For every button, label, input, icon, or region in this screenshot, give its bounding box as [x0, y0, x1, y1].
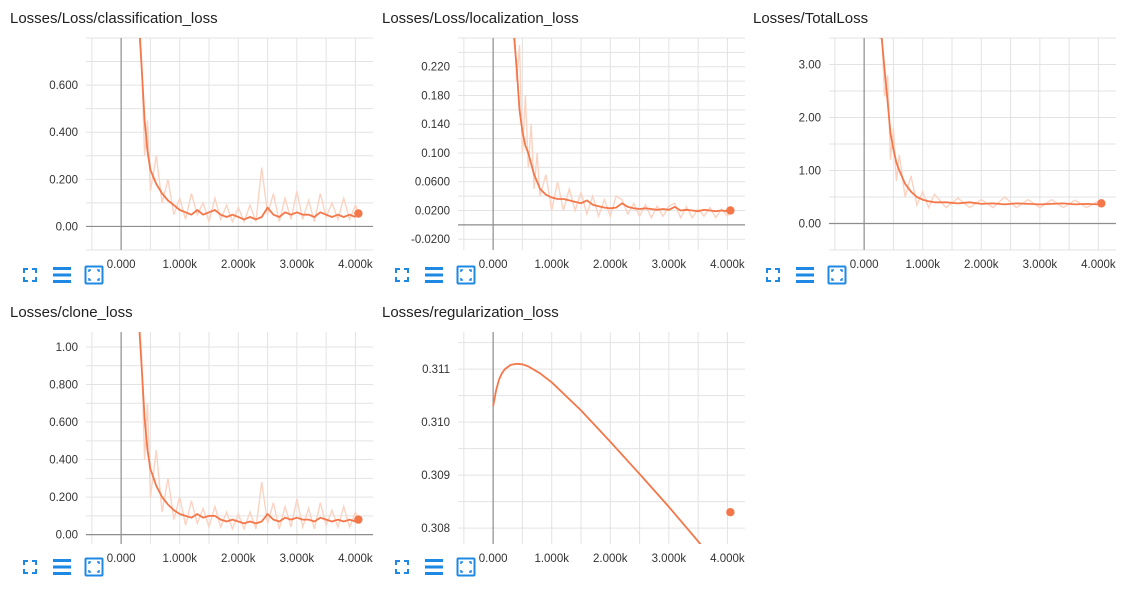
- x-tick-label: 2.000k: [221, 553, 256, 565]
- x-tick-label: 0.000: [850, 259, 879, 271]
- x-tick-label: 3.000k: [1023, 259, 1058, 271]
- last-point-marker[interactable]: [354, 515, 363, 524]
- gridlines: [458, 332, 745, 544]
- fit-domain-icon[interactable]: [82, 264, 106, 286]
- gridlines: [829, 37, 1116, 251]
- chart-plot[interactable]: 0.00 1.00 2.00 3.00 0.000 1.000k 2.000k 3.000k 4…: [753, 34, 1118, 286]
- fullscreen-icon[interactable]: [390, 556, 414, 578]
- chart-plot[interactable]: 0.00 0.200 0.400 0.600 0.000 1.000k 2.000k 3.00…: [10, 34, 375, 286]
- y-tick-label: 0.600: [49, 417, 78, 429]
- y-tick-label: 0.200: [49, 492, 78, 504]
- x-tick-label: 4.000k: [338, 553, 373, 565]
- chart-toolbar: [390, 264, 486, 286]
- x-tick-label: 1.000k: [534, 553, 569, 565]
- x-tick-label: 1.000k: [534, 259, 569, 271]
- last-point-marker[interactable]: [1097, 199, 1106, 208]
- y-tick-label: 0.600: [49, 80, 78, 92]
- last-point-marker[interactable]: [726, 206, 735, 215]
- x-tick-label: 0.000: [107, 259, 136, 271]
- x-tick-label: 3.000k: [280, 259, 315, 271]
- toggle-y-log-icon[interactable]: [422, 264, 446, 286]
- fullscreen-icon[interactable]: [761, 264, 785, 286]
- y-tick-label: 0.00: [56, 530, 78, 542]
- y-tick-label: 0.200: [49, 174, 78, 186]
- series-line: [492, 362, 702, 544]
- chart-toolbar: [761, 264, 857, 286]
- x-tick-label: 0.000: [479, 553, 508, 565]
- toggle-y-log-icon[interactable]: [793, 264, 817, 286]
- chart-plot[interactable]: -0.0200 0.0200 0.0600 0.100 0.140 0.180 0.220 0…: [382, 34, 747, 286]
- y-tick-label: 0.140: [421, 119, 450, 131]
- y-tick-label: 0.180: [421, 90, 450, 102]
- y-tick-label: 0.311: [422, 364, 450, 376]
- chart-toolbar: [390, 556, 486, 578]
- fullscreen-icon[interactable]: [18, 264, 42, 286]
- y-tick-label: -0.0200: [411, 234, 450, 246]
- y-tick-label: 0.00: [56, 221, 78, 233]
- x-tick-label: 4.000k: [338, 259, 373, 271]
- x-tick-label: 1.000k: [162, 553, 197, 565]
- chart-title: Losses/Loss/localization_loss: [382, 10, 579, 27]
- last-point-marker[interactable]: [354, 209, 363, 218]
- chart-toolbar: [18, 556, 114, 578]
- x-tick-label: 4.000k: [710, 259, 745, 271]
- x-tick-label: 4.000k: [1081, 259, 1116, 271]
- y-tick-label: 0.220: [421, 62, 450, 74]
- y-tick-label: 1.00: [799, 166, 821, 178]
- y-tick-label: 0.400: [49, 127, 78, 139]
- y-tick-label: 0.100: [421, 148, 450, 160]
- y-tick-label: 3.00: [799, 60, 821, 72]
- chart-title: Losses/Loss/classification_loss: [10, 10, 218, 27]
- x-tick-label: 1.000k: [905, 259, 940, 271]
- x-tick-label: 2.000k: [593, 259, 628, 271]
- y-tick-label: 0.308: [421, 523, 450, 535]
- fullscreen-icon[interactable]: [390, 264, 414, 286]
- x-tick-label: 3.000k: [652, 553, 687, 565]
- series-line: [878, 38, 1099, 206]
- y-tick-label: 0.0600: [415, 177, 450, 189]
- chart-title: Losses/regularization_loss: [382, 304, 559, 321]
- chart-toolbar: [18, 264, 114, 286]
- fit-domain-icon[interactable]: [454, 264, 478, 286]
- raw-series-line: [881, 38, 1102, 210]
- y-tick-label: 2.00: [799, 113, 821, 125]
- y-tick-label: 0.800: [49, 380, 78, 392]
- chart-title: Losses/clone_loss: [10, 304, 133, 321]
- y-tick-label: 1.00: [56, 342, 78, 354]
- y-tick-label: 0.309: [421, 470, 450, 482]
- toggle-y-log-icon[interactable]: [50, 264, 74, 286]
- series-line: [138, 332, 356, 525]
- toggle-y-log-icon[interactable]: [422, 556, 446, 578]
- series-line: [138, 38, 356, 221]
- chart-title: Losses/TotalLoss: [753, 10, 869, 27]
- chart-plot[interactable]: 0.00 0.200 0.400 0.600 0.800 1.00 0.000 1.000k 2…: [10, 328, 375, 580]
- raw-series-line: [514, 38, 732, 220]
- y-tick-label: 0.310: [421, 417, 450, 429]
- toggle-y-log-icon[interactable]: [50, 556, 74, 578]
- x-tick-label: 0.000: [479, 259, 508, 271]
- fit-domain-icon[interactable]: [825, 264, 849, 286]
- fit-domain-icon[interactable]: [454, 556, 478, 578]
- y-tick-label: 0.00: [799, 219, 821, 231]
- raw-series-line: [139, 332, 360, 532]
- raw-series-line: [139, 38, 360, 225]
- last-point-marker[interactable]: [726, 508, 735, 517]
- x-tick-label: 1.000k: [162, 259, 197, 271]
- gridlines: [86, 332, 373, 544]
- fullscreen-icon[interactable]: [18, 556, 42, 578]
- fit-domain-icon[interactable]: [82, 556, 106, 578]
- series-line: [513, 38, 728, 213]
- x-tick-label: 4.000k: [710, 553, 745, 565]
- x-tick-label: 2.000k: [593, 553, 628, 565]
- x-tick-label: 0.000: [107, 553, 136, 565]
- x-tick-label: 2.000k: [221, 259, 256, 271]
- gridlines: [458, 37, 745, 250]
- x-tick-label: 3.000k: [652, 259, 687, 271]
- gridlines: [86, 37, 373, 251]
- y-tick-label: 0.0200: [415, 205, 450, 217]
- chart-plot[interactable]: 0.308 0.309 0.310 0.311 0.000 1.000k 2.000k 3.0…: [382, 328, 747, 580]
- x-tick-label: 3.000k: [280, 553, 315, 565]
- y-tick-label: 0.400: [49, 455, 78, 467]
- x-tick-label: 2.000k: [964, 259, 999, 271]
